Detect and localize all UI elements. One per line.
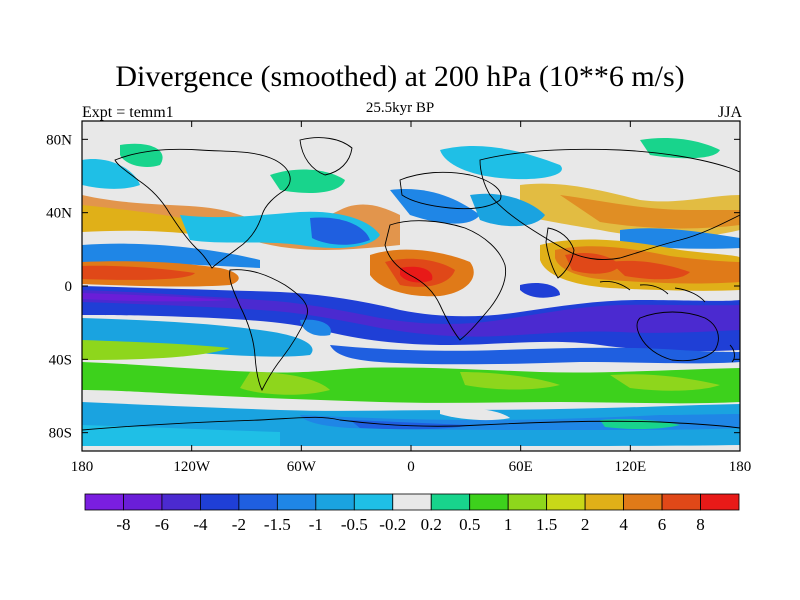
y-tick-label: 0 (65, 279, 73, 295)
y-tick-label: 40N (46, 206, 72, 222)
period-label: 25.5kyr BP (365, 100, 435, 116)
colorbar-swatch (661, 493, 701, 511)
y-tick-label: 80S (49, 426, 72, 442)
x-tick-label: 180 (71, 459, 94, 475)
colorbar-swatch (238, 493, 278, 511)
x-tick-label: 0 (407, 459, 415, 475)
colorbar-swatch (623, 493, 663, 511)
colorbar-label: 0.5 (459, 515, 480, 534)
x-tick-label: 120W (173, 459, 211, 475)
colorbar-label: 6 (658, 515, 667, 534)
colorbar-swatch (161, 493, 201, 511)
colorbar-swatch (276, 493, 317, 511)
colorbar-swatch (200, 493, 240, 511)
colorbar-label: -4 (193, 515, 208, 534)
colorbar-label: 1 (504, 515, 513, 534)
axis-ticks: 180 120W 60W 0 60E 120E 180 80N 40N 0 40S 80S (46, 121, 751, 475)
experiment-label: Expt = temm1 (82, 104, 174, 121)
x-tick-label: 180 (729, 459, 752, 475)
colorbar-swatch (430, 493, 471, 511)
plot-title: Divergence (smoothed) at 200 hPa (10**6 … (115, 60, 685, 93)
colorbar-label: 2 (581, 515, 590, 534)
colorbar-label: -6 (155, 515, 169, 534)
x-tick-label: 120E (614, 459, 646, 475)
x-tick-label: 60E (509, 459, 533, 475)
season-label: JJA (717, 104, 742, 121)
colorbar-label: -0.5 (341, 515, 368, 534)
colorbar-label: -2 (232, 515, 246, 534)
colorbar-swatch (469, 493, 509, 511)
colorbar-label: 8 (696, 515, 705, 534)
colorbar-swatch (123, 493, 163, 511)
colorbar-swatch (392, 493, 432, 511)
x-tick-label: 60W (287, 459, 317, 475)
colorbar-swatch (546, 493, 586, 511)
colorbar-swatch (507, 493, 548, 511)
colorbar-label: -0.2 (379, 515, 406, 534)
colorbar-swatch (700, 493, 740, 511)
y-tick-label: 40S (49, 352, 72, 368)
colorbar-label: -1 (309, 515, 323, 534)
colorbar-label: 1.5 (536, 515, 557, 534)
map-panel (82, 121, 740, 451)
colorbar-swatch (84, 493, 124, 511)
colorbar-label: 4 (619, 515, 628, 534)
colorbar-swatch (584, 493, 624, 511)
colorbar-label: -8 (116, 515, 130, 534)
coastlines (82, 137, 740, 431)
colorbar-swatch (353, 493, 394, 511)
colorbar-label: -1.5 (264, 515, 291, 534)
colorbar-label: 0.2 (421, 515, 442, 534)
colorbar-swatch (315, 493, 355, 511)
y-tick-label: 80N (46, 132, 72, 148)
colorbar: -8 -6 -4 -2 -1.5 -1 -0.5 -0.2 0.2 0.5 1 1.5 2 4 6 8 (84, 493, 740, 534)
